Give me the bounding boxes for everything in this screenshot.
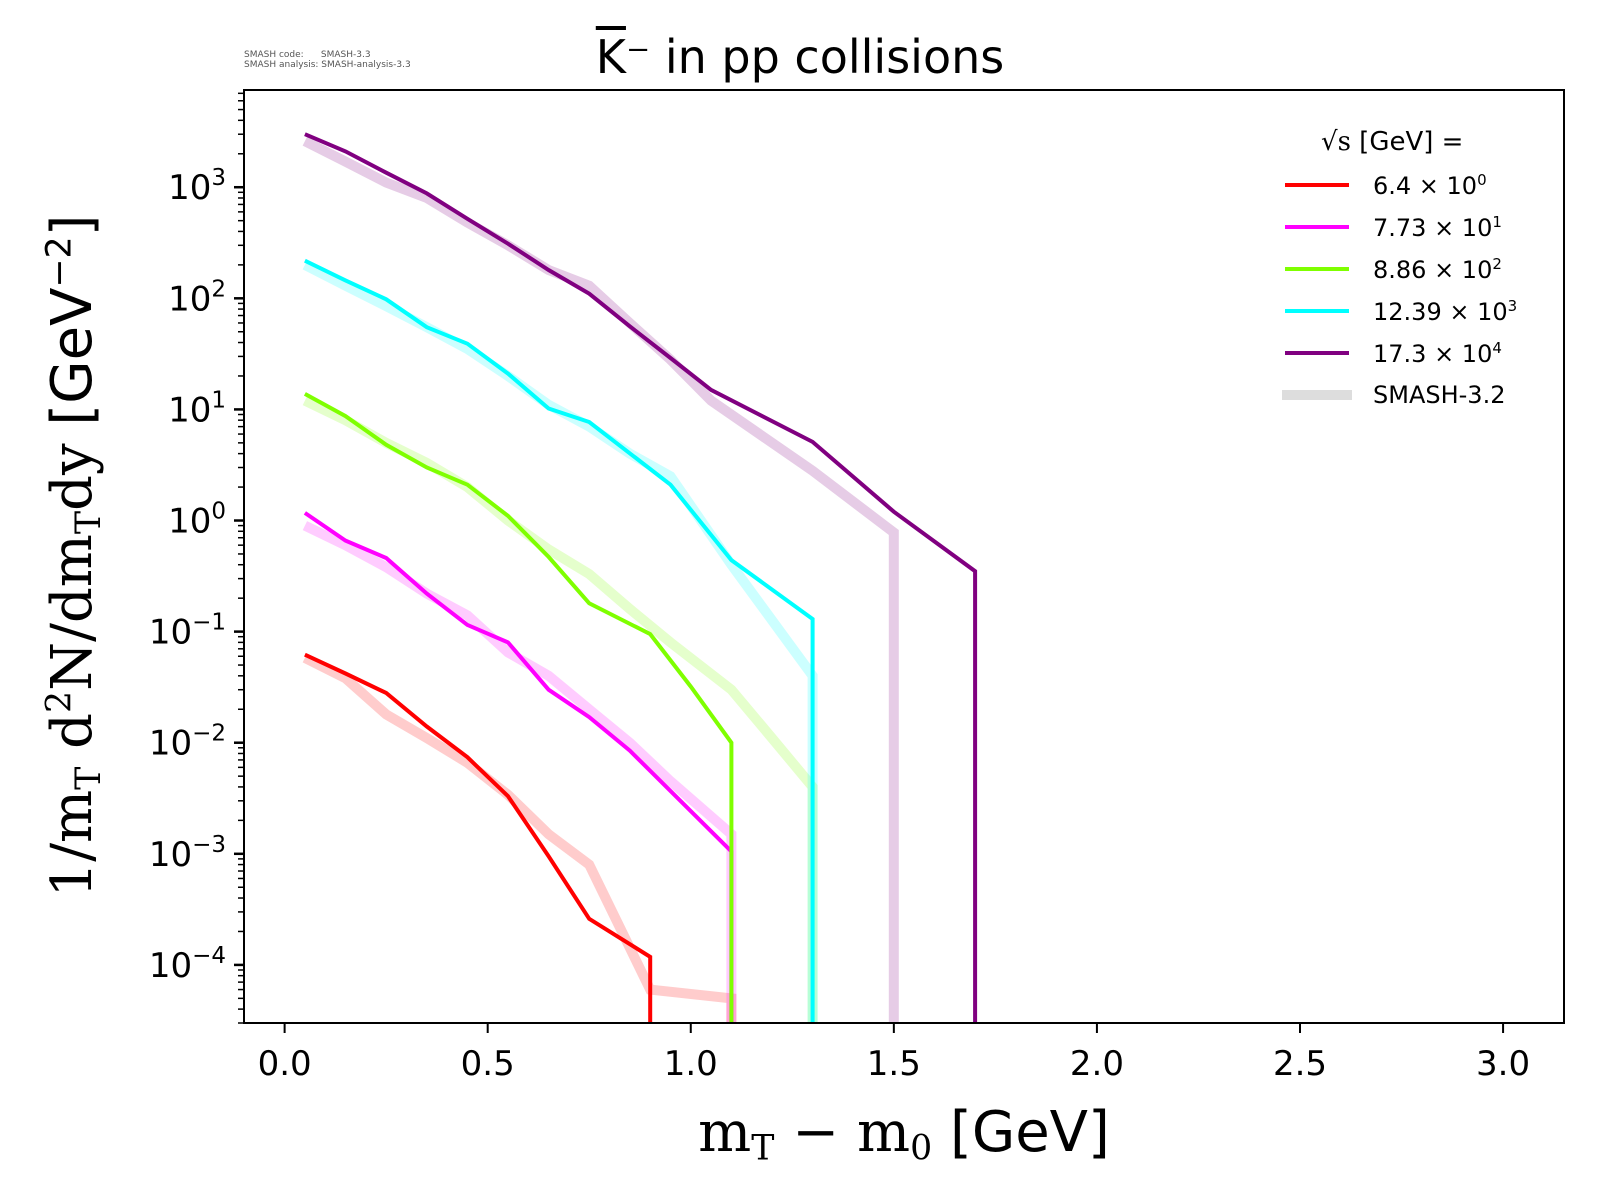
title-rest: in pp collisions [650, 30, 1005, 84]
legend-entry: 8.86 × 102 [1285, 248, 1575, 290]
series-line-4 [304, 132, 978, 1023]
y-tick-label: 10−2 [149, 721, 226, 764]
ylabel-part: 1/m [40, 789, 106, 898]
x-tick-label: 3.0 [1476, 1044, 1530, 1084]
legend-label: SMASH-3.2 [1373, 381, 1506, 409]
series-line-3 [304, 258, 815, 1023]
ylabel-unit: [GeV [40, 287, 106, 444]
x-tick-label: 0.0 [258, 1044, 312, 1084]
ylabel-part: d [40, 713, 106, 767]
legend-exponent: 1 [1492, 212, 1502, 231]
axes-frame [243, 89, 1565, 1024]
legend-swatch [1282, 390, 1352, 400]
legend-swatch [1285, 309, 1349, 313]
x-tick-label: 0.5 [461, 1044, 515, 1084]
legend-label: 7.73 × 101 [1373, 212, 1502, 242]
reference-series-layer [302, 136, 899, 1023]
smash-code-version: SMASH code: SMASH-3.3 [244, 50, 371, 60]
x-axis-label: mT − m0 [GeV] [244, 1100, 1564, 1169]
legend-label: 12.39 × 103 [1373, 296, 1518, 326]
legend-title-sqrt: √s [1321, 127, 1351, 157]
legend-label: 8.86 × 102 [1373, 254, 1502, 284]
ylabel-part: ] [40, 214, 106, 237]
series-line-1 [303, 511, 734, 1023]
y-tick-label: 10−1 [149, 610, 226, 653]
ylabel-sup: 2 [39, 690, 80, 713]
title-charge: ⁻ [625, 30, 651, 84]
ylabel-part: dy [40, 443, 106, 511]
y-tick-label: 10−4 [149, 943, 226, 986]
legend-swatch [1285, 183, 1349, 187]
legend-label: 6.4 × 100 [1373, 170, 1487, 200]
ylabel-sup: −2 [39, 236, 80, 288]
xlabel-part: m [856, 1100, 911, 1165]
legend-entry: 7.73 × 101 [1285, 206, 1575, 248]
legend-exponent: 4 [1492, 338, 1502, 357]
y-tick-label: 103 [168, 165, 226, 208]
xlabel-part: − [774, 1100, 857, 1165]
legend-entry: 12.39 × 103 [1285, 290, 1575, 332]
reference-line-0 [302, 653, 737, 1023]
xlabel-part: m [698, 1100, 752, 1165]
x-tick-label: 2.5 [1273, 1044, 1327, 1084]
y-tick-label: 101 [168, 387, 226, 430]
series-line-2 [303, 392, 734, 1023]
y-tick-label: 102 [168, 276, 226, 319]
axis-ticks [234, 92, 1505, 1033]
y-tick-label: 100 [168, 499, 226, 542]
y-axis-label: 1/mT d2N/dmTdy [GeV−2] [39, 215, 109, 898]
x-tick-label: 1.0 [664, 1044, 718, 1084]
legend-entry: SMASH-3.2 [1282, 374, 1575, 416]
legend-swatch [1285, 267, 1349, 271]
smash-analysis-version: SMASH analysis: SMASH-analysis-3.3 [244, 60, 411, 70]
title-particle: K [595, 30, 626, 84]
legend-swatch [1285, 225, 1349, 229]
y-tick-label: 10−3 [149, 832, 226, 875]
legend-swatch [1285, 351, 1349, 355]
chart-title: K⁻ in pp collisions [0, 30, 1600, 84]
legend-title-text: [GeV] = [1350, 127, 1464, 157]
xlabel-sub: T [751, 1128, 775, 1169]
x-tick-label: 2.0 [1070, 1044, 1124, 1084]
ylabel-sub: T [68, 766, 109, 790]
axis-tick-labels: 0.0 0.5 1.0 1.5 2.0 2.5 3.0 10−4 10−3 10−2 10−1 100… [149, 165, 1530, 1084]
ylabel-part: N/dm [40, 534, 106, 691]
legend: √s [GeV] = 6.4 × 100 7.73 × 101 8.86 × 102… [1282, 120, 1575, 416]
reference-line-1 [302, 521, 737, 1023]
xlabel-sub: 0 [910, 1128, 933, 1169]
ylabel-sub: T [68, 510, 109, 535]
legend-entry: 17.3 × 104 [1285, 332, 1575, 374]
xlabel-unit: [GeV] [932, 1100, 1110, 1165]
reference-line-4 [302, 136, 899, 1023]
legend-exponent: 0 [1477, 170, 1487, 189]
legend-entry: 6.4 × 100 [1285, 164, 1575, 206]
legend-title: √s [GeV] = [1321, 120, 1575, 164]
legend-exponent: 2 [1492, 254, 1502, 273]
legend-exponent: 3 [1507, 296, 1518, 315]
series-layer [303, 132, 978, 1023]
reference-line-3 [302, 260, 818, 1023]
x-tick-label: 1.5 [867, 1044, 921, 1084]
legend-label: 17.3 × 104 [1373, 338, 1502, 368]
series-line-0 [304, 652, 653, 1023]
reference-line-2 [302, 396, 818, 1023]
